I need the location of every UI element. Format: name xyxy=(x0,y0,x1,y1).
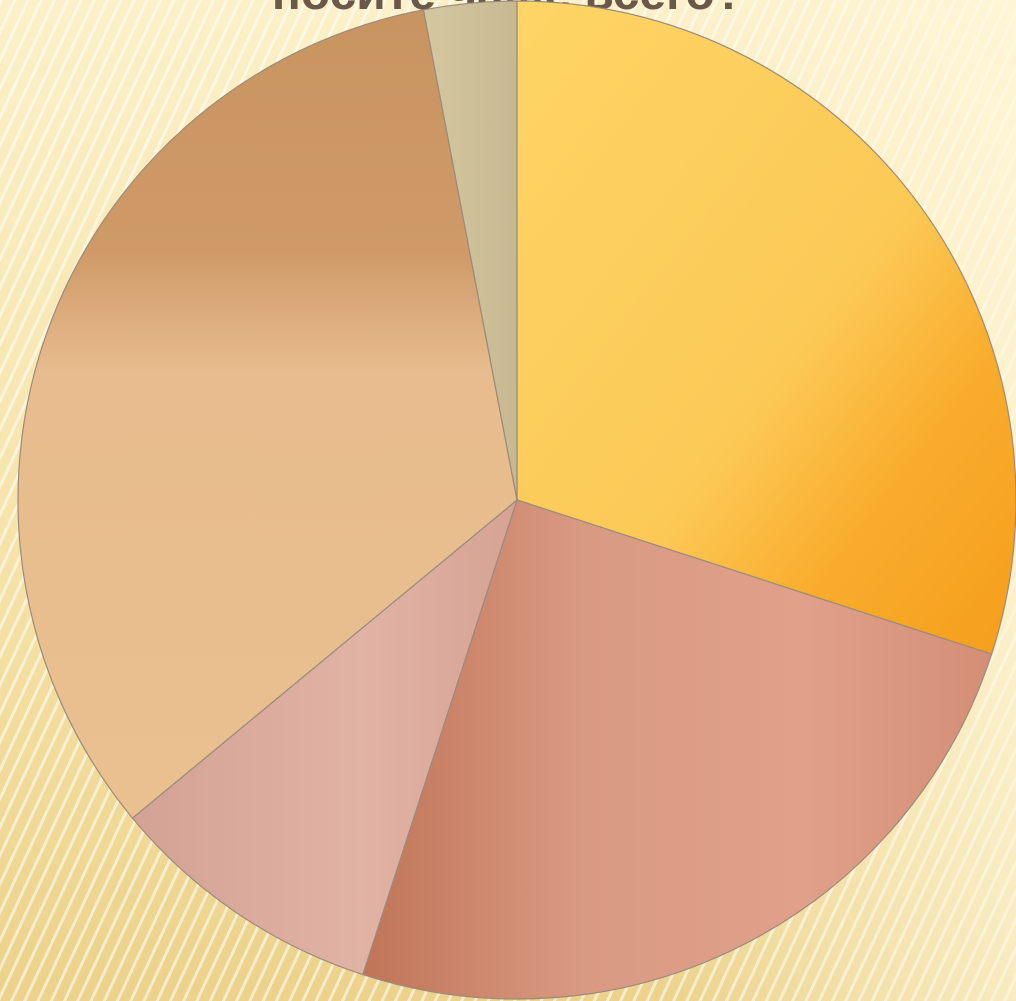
pie-slice-2 xyxy=(362,499,993,1000)
pie-slice-4 xyxy=(17,9,518,819)
pie-slice-5 xyxy=(422,0,518,501)
pie-slice-3 xyxy=(131,498,519,976)
pie-slice-1 xyxy=(516,0,1016,655)
